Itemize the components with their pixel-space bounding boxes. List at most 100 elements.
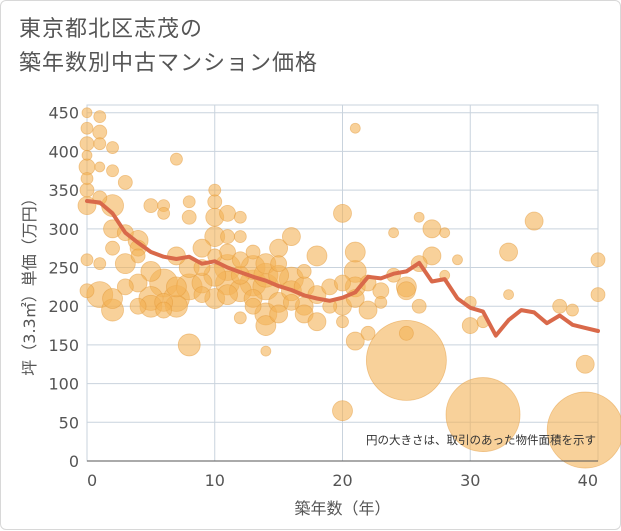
bubble-point xyxy=(170,152,183,166)
bubble-point xyxy=(93,257,107,271)
bubble-series xyxy=(77,107,621,469)
bubble-point xyxy=(181,209,197,225)
bubble-point xyxy=(374,295,388,309)
bubble-point xyxy=(524,211,544,231)
average-price-line xyxy=(85,199,600,338)
bubble-point xyxy=(208,183,222,197)
bubble-point xyxy=(499,242,518,262)
bubble-point xyxy=(220,229,235,244)
bubble-point xyxy=(80,121,94,135)
bubble-point xyxy=(155,301,173,319)
bubble-point xyxy=(546,391,621,469)
bubble-point xyxy=(130,248,146,264)
bubble-point xyxy=(345,331,365,351)
bubble-point xyxy=(93,110,107,124)
chart-title-line-1: 東京都北区志茂の xyxy=(19,17,204,42)
bubble-point xyxy=(166,276,187,298)
bubble-point xyxy=(411,298,427,314)
bubble-point xyxy=(398,325,414,341)
bubble-point xyxy=(79,136,95,152)
bubble-point xyxy=(245,244,261,260)
y-tick-label: 150 xyxy=(48,336,79,355)
bubble-point xyxy=(244,297,262,315)
bubble-point xyxy=(79,182,95,198)
bubble-point xyxy=(269,304,289,324)
bubble-point xyxy=(333,203,352,223)
bubble-point xyxy=(233,311,247,325)
bubble-point xyxy=(349,122,361,134)
bubble-point xyxy=(461,317,479,334)
bubble-point xyxy=(396,281,416,301)
bubble-point xyxy=(233,210,247,224)
y-tick-label: 100 xyxy=(48,375,79,394)
x-tick-label: 10 xyxy=(205,471,225,490)
bubble-point xyxy=(575,354,595,374)
bubble-point xyxy=(81,107,93,119)
bubble-point xyxy=(140,260,162,282)
bubble-point xyxy=(193,286,211,304)
bubble-point xyxy=(336,315,349,329)
bubble-point xyxy=(306,245,328,267)
bubble-point xyxy=(552,298,568,314)
bubble-point xyxy=(129,297,147,315)
bubble-point xyxy=(94,161,106,173)
bubble-point xyxy=(360,325,376,341)
x-tick-label: 40 xyxy=(578,471,598,490)
bubble-point xyxy=(92,124,108,140)
chart-title: 東京都北区志茂の 築年数別中古マンション価格 xyxy=(19,13,318,81)
bubble-point xyxy=(358,300,378,320)
bubble-size-note: 円の大きさは、取引のあった物件面積を示す xyxy=(366,433,596,447)
bubble-point xyxy=(365,319,447,401)
bubble-point xyxy=(334,274,351,292)
bubble-point xyxy=(80,172,94,185)
bubble-point xyxy=(217,284,238,306)
bubble-point xyxy=(105,240,120,256)
bubble-point xyxy=(439,227,451,239)
bubble-point xyxy=(388,227,400,239)
y-tick-label: 200 xyxy=(48,297,79,316)
bubble-point xyxy=(413,211,425,223)
y-tick-label: 250 xyxy=(48,259,79,278)
bubble-point xyxy=(503,289,514,301)
bubble-point xyxy=(452,254,463,266)
y-tick-label: 450 xyxy=(48,104,79,123)
y-tick-label: 400 xyxy=(48,142,79,161)
bubble-point xyxy=(117,174,133,190)
x-tick-label: 0 xyxy=(87,471,97,490)
bubble-point xyxy=(102,288,123,309)
x-tick-label: 30 xyxy=(460,471,480,490)
bubble-point xyxy=(270,255,288,273)
bubble-point xyxy=(79,283,95,299)
y-tick-label: 50 xyxy=(59,413,79,432)
bubble-point xyxy=(590,252,606,268)
x-tick-label: 20 xyxy=(332,471,352,490)
bubble-point xyxy=(281,227,301,246)
bubble-point xyxy=(233,230,247,243)
bubble-point xyxy=(219,204,236,222)
bubble-point xyxy=(296,263,312,279)
bubble-point xyxy=(192,238,212,258)
bubble-point xyxy=(260,345,272,357)
y-tick-label: 0 xyxy=(69,452,79,471)
bubble-point xyxy=(231,251,249,269)
bubble-point xyxy=(590,287,606,303)
bubble-point xyxy=(422,219,442,239)
bubble-point xyxy=(566,303,579,317)
trend-line-series xyxy=(85,199,600,338)
y-axis-label: 坪（3.3㎡）単価（万円） xyxy=(20,190,39,375)
y-tick-label: 350 xyxy=(48,181,79,200)
bubble-point xyxy=(157,206,171,220)
bubble-point xyxy=(114,253,136,275)
bubble-point xyxy=(344,241,366,263)
bubble-point xyxy=(282,293,300,311)
bubble-point xyxy=(182,195,196,209)
bubble-point xyxy=(422,246,442,266)
bubble-point xyxy=(307,312,327,332)
bubble-point xyxy=(93,137,107,151)
bubble-point xyxy=(177,333,201,357)
bubble-point xyxy=(332,400,353,422)
axes: 0 50 100 150 200 250 300 350 400 450 0 10 20 30 40 xyxy=(48,104,598,490)
chart-title-line-2: 築年数別中古マンション価格 xyxy=(19,51,319,76)
